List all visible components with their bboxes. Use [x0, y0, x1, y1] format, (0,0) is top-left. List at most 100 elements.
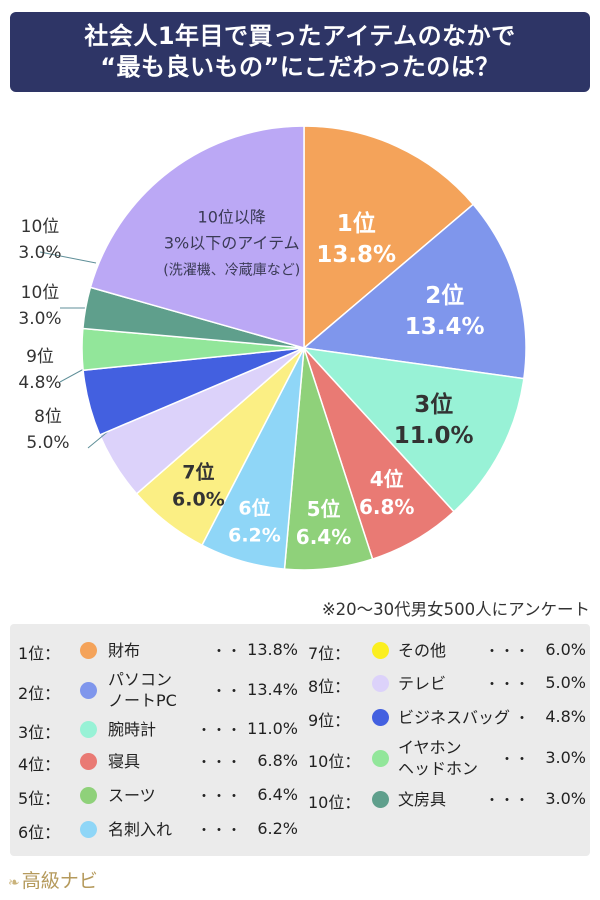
- legend-label-line: テレビ: [398, 673, 447, 693]
- legend-swatch: [372, 642, 389, 659]
- legend-label: 腕時計: [108, 719, 156, 740]
- legend-label-line: 財布: [108, 640, 141, 660]
- legend-item: 4位： 寝具 ・・・ 6.8%: [18, 744, 298, 778]
- ribbon-icon: ❧: [8, 875, 20, 891]
- slice-rank-label: 9位: [26, 347, 54, 367]
- legend-item: 2位： パソコンノートPC ・・ 13.4%: [18, 666, 298, 714]
- slice-note-line: 10位以降: [198, 207, 266, 226]
- legend-label: 寝具: [108, 751, 140, 772]
- slice-value-label: 13.4%: [405, 314, 485, 340]
- pie-slice-2: [302, 203, 527, 380]
- legend-value: 11.0%: [247, 719, 298, 738]
- slice-value-label: 3.0%: [18, 243, 61, 263]
- legend-value: 6.0%: [545, 640, 586, 659]
- legend-leader-dots: ・・・: [197, 723, 242, 739]
- legend-item: 3位： 腕時計 ・・・ 11.0%: [18, 714, 298, 744]
- slice-value-label: 11.0%: [394, 423, 474, 449]
- pie-slice-3: [302, 346, 525, 513]
- legend-rank: 3位：: [18, 723, 61, 742]
- slice-value-label: 5.0%: [26, 433, 69, 453]
- legend-leader-dots: ・・・: [485, 793, 530, 809]
- slice-rank-label: 4位: [370, 467, 404, 491]
- legend-value: 5.0%: [545, 673, 586, 692]
- callout-line: [39, 251, 97, 264]
- legend-rank: 1位：: [18, 644, 61, 663]
- legend-value: 3.0%: [545, 748, 586, 767]
- legend-leader-dots: ・・・: [197, 789, 242, 805]
- title-line-2: “最も良いもの”にこだわったのは？: [100, 53, 500, 81]
- brand-logo: ❧ 高級ナビ: [8, 866, 98, 893]
- slice-note-line: 3%以下のアイテム: [164, 233, 300, 252]
- legend-label-line: 名刺入れ: [108, 819, 173, 839]
- pie-chart: 1位 13.8% 2位 13.4% 3位 11.0% 4位 6.8% 5位 6.4% 6位 6.2% 7…: [18, 125, 527, 571]
- legend-label: ビジネスバッグ: [398, 707, 510, 728]
- legend-value: 6.8%: [257, 751, 298, 770]
- legend-rank: 10位：: [308, 793, 361, 812]
- legend-rank: 9位：: [308, 711, 351, 730]
- legend-rank: 4位：: [18, 755, 61, 774]
- legend-label: その他: [398, 640, 446, 661]
- slice-rank-label: 10位: [21, 283, 60, 303]
- legend-label: イヤホン ヘッドホン: [398, 737, 478, 779]
- slice-rank-label: 7位: [182, 460, 214, 483]
- legend-item: 7位： その他 ・・・ 6.0%: [308, 634, 586, 666]
- legend-value: 4.8%: [545, 707, 586, 726]
- legend-swatch: [80, 682, 97, 699]
- legend-label: テレビ: [398, 673, 446, 694]
- slice-rank-label: 1位: [337, 210, 376, 237]
- legend-swatch: [372, 791, 389, 808]
- survey-note: ※20～30代男女500人にアンケート: [321, 600, 590, 619]
- legend-value: 3.0%: [545, 789, 586, 808]
- slice-value-label: 13.8%: [316, 242, 396, 268]
- legend-value: 13.4%: [247, 680, 298, 699]
- legend-item: 10位： イヤホン ヘッドホン ・・ 3.0%: [308, 734, 586, 782]
- slice-value-label: 4.8%: [18, 373, 61, 393]
- legend-leader-dots: ・・・: [197, 755, 242, 771]
- legend-rank: 2位：: [18, 684, 61, 703]
- legend-item: 10位： 文房具 ・・・ 3.0%: [308, 782, 586, 816]
- legend: 1位： 財布 ・・ 13.8% 2位： パソコン ノートPC ・・ 13.4% 3位： 腕時計 ・・・…: [10, 624, 590, 856]
- legend-swatch: [80, 753, 97, 770]
- legend-swatch: [80, 642, 97, 659]
- legend-swatch: [372, 709, 389, 726]
- legend-leader-dots: ・・・: [197, 823, 242, 839]
- legend-leader-dots: ・・・: [485, 677, 530, 693]
- legend-swatch: [80, 721, 97, 738]
- legend-label-line: パソコン: [108, 670, 173, 689]
- pie-slice-1: [303, 125, 475, 350]
- slice-value-label: 6.8%: [359, 495, 414, 519]
- legend-swatch: [80, 787, 97, 804]
- legend-label-line: ヘッドホン: [398, 759, 479, 778]
- legend-rank: 5位：: [18, 789, 61, 808]
- legend-rank: 6位：: [18, 823, 61, 842]
- slice-value-label: 6.0%: [172, 488, 225, 510]
- legend-leader-dots: ・・: [212, 684, 242, 700]
- legend-leader-dots: ・: [515, 711, 530, 727]
- legend-label: パソコンノートPC: [108, 669, 177, 711]
- legend-label-line: 文房具: [398, 789, 447, 809]
- pie-slice-12: [89, 125, 305, 349]
- legend-label-line: スーツ: [108, 785, 156, 805]
- legend-label-line: 腕時計: [108, 719, 157, 739]
- legend-label-line: ビジネスバッグ: [398, 707, 511, 727]
- legend-value: 6.4%: [257, 785, 298, 804]
- legend-leader-dots: ・・: [212, 644, 242, 660]
- slice-rank-label: 8位: [34, 407, 62, 427]
- legend-swatch: [372, 675, 389, 692]
- legend-label-line: 寝具: [108, 751, 141, 771]
- legend-item: 9位： ビジネスバッグ・ 4.8%: [308, 700, 586, 734]
- legend-value: 13.8%: [247, 640, 298, 659]
- legend-label: 名刺入れ: [108, 819, 172, 840]
- legend-item: 5位： スーツ ・・・ 6.4%: [18, 778, 298, 812]
- legend-leader-dots: ・・: [500, 752, 530, 768]
- legend-swatch: [80, 821, 97, 838]
- slice-rank-label: 3位: [414, 391, 453, 418]
- slice-value-label: 3.0%: [18, 309, 61, 329]
- slice-rank-label: 10位: [21, 217, 60, 237]
- legend-value: 6.2%: [257, 819, 298, 838]
- legend-label-line: その他: [398, 640, 447, 660]
- legend-label-line: ノートPC: [108, 691, 177, 710]
- legend-item: 6位： 名刺入れ ・・・ 6.2%: [18, 812, 298, 846]
- legend-label: 財布: [108, 640, 140, 661]
- legend-rank: 8位：: [308, 677, 351, 696]
